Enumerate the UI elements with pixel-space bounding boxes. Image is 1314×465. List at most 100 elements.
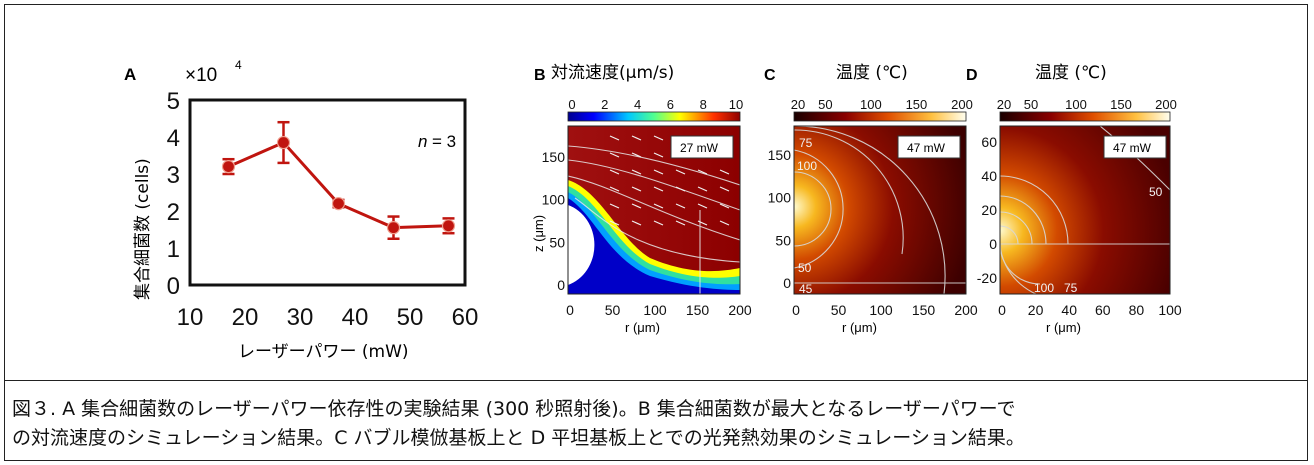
x-tick-label: 150 bbox=[686, 302, 710, 318]
data-point bbox=[386, 221, 401, 235]
flow-arrow bbox=[719, 220, 730, 226]
bubble bbox=[568, 205, 595, 285]
axis-ticks: 0 50 100 150 200 150 100 50 0 bbox=[542, 149, 752, 318]
flow-arrow bbox=[631, 135, 642, 141]
x-axis-label: r (μm) bbox=[1046, 320, 1081, 335]
temperature-colorbar bbox=[999, 111, 1171, 122]
velocity-colorbar bbox=[567, 111, 741, 122]
colorbar-tick-label: 100 bbox=[860, 97, 882, 112]
panel-c: C 温度 (℃) 20 50 100 150 200 47 mW 75 100 50 4… bbox=[764, 63, 978, 335]
y-tick-label: 60 bbox=[981, 134, 997, 150]
contour-100: 100 bbox=[1034, 281, 1054, 295]
y-tick-label: 0 bbox=[167, 273, 180, 300]
x-tick-label: 60 bbox=[452, 304, 479, 331]
flow-arrow bbox=[697, 220, 708, 226]
y-tick-label: 50 bbox=[775, 232, 791, 248]
flow-arrow bbox=[653, 220, 664, 226]
flow-arrow bbox=[653, 135, 664, 141]
y-axis-label: 集合細菌数 (cells) bbox=[133, 158, 153, 300]
x-tick-label: 0 bbox=[566, 302, 574, 318]
x-tick-label: 10 bbox=[177, 304, 204, 331]
y-tick-label: 5 bbox=[167, 88, 180, 115]
x-tick-label: 100 bbox=[1158, 302, 1182, 318]
colorbar-tick-label: 50 bbox=[818, 97, 832, 112]
colorbar-tick-label: 20 bbox=[997, 97, 1011, 112]
y-tick-label: 150 bbox=[542, 149, 566, 165]
data-point bbox=[331, 197, 346, 211]
plot-frame bbox=[188, 98, 467, 287]
n-value: = 3 bbox=[432, 132, 456, 151]
panel-a: A ×10 4 0 1 2 3 4 5 10 20 30 40 50 60 n = 3 集合細菌数 … bbox=[124, 58, 478, 362]
contour-100: 100 bbox=[797, 159, 817, 173]
flow-arrow bbox=[697, 169, 708, 175]
panel-c-letter: C bbox=[764, 67, 776, 84]
flow-arrow bbox=[653, 152, 664, 158]
power-label: 47 mW bbox=[1113, 141, 1152, 155]
panel-c-title: 温度 (℃) bbox=[836, 63, 908, 83]
contour-50: 50 bbox=[798, 261, 812, 275]
contour-75: 75 bbox=[1064, 281, 1078, 295]
x-tick-label: 200 bbox=[954, 302, 978, 318]
flow-arrow bbox=[609, 220, 620, 226]
colorbar-tick-label: 4 bbox=[634, 97, 641, 112]
multiplier-exponent: 4 bbox=[235, 58, 242, 72]
colorbar-tick-label: 150 bbox=[1110, 97, 1132, 112]
y-tick-label: 100 bbox=[768, 190, 792, 206]
y-tick-labels: 0 1 2 3 4 5 bbox=[167, 88, 180, 300]
y-tick-label: 3 bbox=[167, 162, 180, 189]
data-point bbox=[276, 135, 291, 150]
axis-ticks: 0 50 100 150 200 150 100 50 0 bbox=[768, 147, 978, 318]
x-axis-label: r (μm) bbox=[842, 320, 877, 335]
y-tick-label: 2 bbox=[167, 199, 180, 226]
panel-b: B 対流速度(μm/s) 0 2 4 6 8 10 27 mW 0 50 100 150 200 1… bbox=[531, 63, 752, 335]
x-tick-label: 0 bbox=[792, 302, 800, 318]
y-axis-label: z (μm) bbox=[531, 215, 546, 252]
caption-divider bbox=[5, 380, 1307, 381]
n-label: n bbox=[418, 132, 427, 151]
y-tick-label: 50 bbox=[549, 234, 565, 250]
power-label: 47 mW bbox=[907, 141, 946, 155]
flow-arrow bbox=[675, 220, 686, 226]
flow-arrow bbox=[675, 169, 686, 175]
figure-caption: 図３. A 集合細菌数のレーザーパワー依存性の実験結果 (300 秒照射後)。B… bbox=[12, 395, 1302, 453]
x-tick-label: 150 bbox=[912, 302, 936, 318]
y-tick-label: 0 bbox=[557, 277, 565, 293]
colorbar-tick-label: 200 bbox=[1155, 97, 1177, 112]
x-tick-label: 100 bbox=[869, 302, 893, 318]
x-tick-label: 20 bbox=[1028, 302, 1044, 318]
y-tick-label: 0 bbox=[989, 236, 997, 252]
x-tick-labels: 10 20 30 40 50 60 bbox=[177, 304, 479, 331]
flow-arrow bbox=[697, 186, 708, 192]
x-tick-label: 0 bbox=[998, 302, 1006, 318]
flow-arrow bbox=[609, 169, 620, 175]
flow-arrow bbox=[697, 203, 708, 209]
x-tick-label: 80 bbox=[1129, 302, 1145, 318]
y-tick-label: 0 bbox=[783, 275, 791, 291]
y-tick-label: 20 bbox=[981, 202, 997, 218]
x-tick-label: 50 bbox=[605, 302, 621, 318]
flow-arrow bbox=[675, 186, 686, 192]
flow-arrow bbox=[609, 152, 620, 158]
flow-arrow bbox=[631, 152, 642, 158]
flow-arrow bbox=[653, 169, 664, 175]
contour-75: 75 bbox=[799, 136, 813, 150]
x-tick-label: 30 bbox=[287, 304, 314, 331]
power-box bbox=[1103, 135, 1167, 159]
panel-b-title: 対流速度(μm/s) bbox=[551, 63, 674, 83]
colorbar-tick-label: 8 bbox=[700, 97, 707, 112]
colorbar-tick-label: 100 bbox=[1065, 97, 1087, 112]
series-line bbox=[227, 140, 449, 230]
flow-arrow bbox=[631, 203, 642, 209]
y-tick-label: -20 bbox=[977, 270, 997, 286]
flow-arrow bbox=[653, 203, 664, 209]
colorbar-tick-label: 50 bbox=[1024, 97, 1038, 112]
panel-b-letter: B bbox=[534, 67, 546, 84]
x-tick-label: 40 bbox=[342, 304, 369, 331]
caption-line-2: の対流速度のシミュレーション結果。C バブル模倣基板上と D 平坦基板上とでの光… bbox=[12, 427, 1025, 449]
flow-arrow bbox=[609, 203, 620, 209]
power-box bbox=[897, 135, 961, 159]
colorbar-tick-label: 150 bbox=[906, 97, 928, 112]
flow-arrow bbox=[631, 186, 642, 192]
flow-arrow bbox=[719, 186, 730, 192]
